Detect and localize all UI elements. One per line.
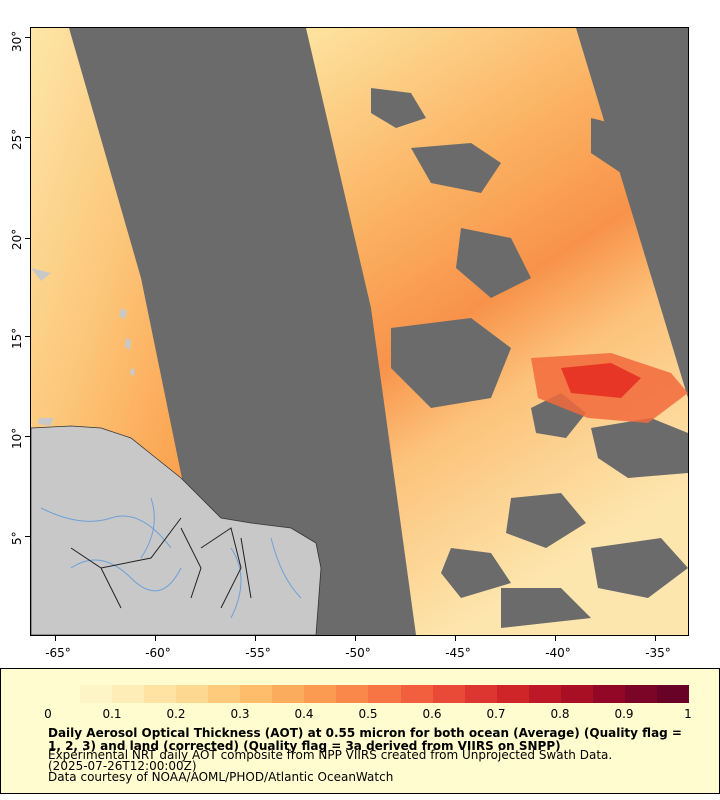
colorbar-tick-label: 0 <box>44 707 52 721</box>
x-axis-label: -50° <box>345 646 371 660</box>
colorbar-swatch <box>528 685 561 703</box>
colorbar-swatch <box>624 685 657 703</box>
legend-credit-line: Data courtesy of NOAA/AOML/PHOD/Atlantic… <box>48 770 394 784</box>
cloud-gaps <box>371 88 688 628</box>
x-axis-label: -40° <box>545 646 571 660</box>
x-tick <box>655 636 656 641</box>
colorbar-swatch <box>176 685 209 703</box>
y-axis-label: 15° <box>10 327 24 349</box>
legend-title: Daily Aerosol Optical Thickness (AOT) at… <box>48 726 682 753</box>
colorbar-tick-label: 0.4 <box>294 707 314 721</box>
x-axis-label: -55° <box>245 646 271 660</box>
y-tick <box>25 336 30 337</box>
colorbar-swatch <box>368 685 401 703</box>
aot-peak <box>561 363 641 398</box>
colorbar-swatch <box>48 685 81 703</box>
colorbar-tick-label: 0.2 <box>166 707 186 721</box>
left-swath-aot <box>31 28 186 498</box>
y-axis-label: 30° <box>10 30 24 52</box>
aot-map <box>31 28 688 635</box>
x-axis-label: -60° <box>145 646 171 660</box>
map-panel <box>30 27 689 636</box>
x-tick <box>55 636 56 641</box>
x-tick <box>455 636 456 641</box>
x-axis-label: -35° <box>645 646 671 660</box>
colorbar-swatch <box>592 685 625 703</box>
colorbar-swatch <box>112 685 145 703</box>
colorbar-swatch <box>400 685 433 703</box>
legend-panel: 0 0.1 0.2 0.3 0.4 0.5 0.6 0.7 0.8 0.9 1 … <box>0 668 720 794</box>
colorbar-swatch <box>560 685 593 703</box>
y-tick <box>25 536 30 537</box>
colorbar-swatch <box>304 685 337 703</box>
x-tick <box>355 636 356 641</box>
colorbar-swatch <box>240 685 273 703</box>
colorbar-swatch <box>272 685 305 703</box>
y-axis-label: 25° <box>10 128 24 150</box>
colorbar <box>48 685 689 703</box>
x-axis-label: -45° <box>445 646 471 660</box>
right-swath-aot <box>306 28 688 635</box>
legend-date-line: (2025-07-26T12:00:00Z) <box>48 759 197 773</box>
colorbar-tick-label: 0.5 <box>358 707 378 721</box>
y-axis-label: 5° <box>10 531 24 545</box>
y-axis-label: 10° <box>10 427 24 449</box>
y-axis-label: 20° <box>10 228 24 250</box>
y-tick <box>25 37 30 38</box>
colorbar-tick-label: 0.3 <box>230 707 250 721</box>
x-tick <box>255 636 256 641</box>
colorbar-swatch <box>656 685 689 703</box>
colorbar-swatch <box>208 685 241 703</box>
colorbar-swatch <box>464 685 497 703</box>
colorbar-tick-label: 0.8 <box>550 707 570 721</box>
y-tick <box>25 436 30 437</box>
colorbar-swatch <box>80 685 113 703</box>
colorbar-tick-label: 0.7 <box>486 707 506 721</box>
x-tick <box>555 636 556 641</box>
rivers <box>40 497 302 619</box>
x-axis-label: -65° <box>45 646 71 660</box>
colorbar-tick-label: 0.6 <box>422 707 442 721</box>
colorbar-tick-label: 0.1 <box>102 707 122 721</box>
colorbar-swatch <box>336 685 369 703</box>
borders <box>70 517 252 609</box>
colorbar-swatch <box>432 685 465 703</box>
legend-source-line: Experimental NRT daily AOT composite fro… <box>48 748 613 762</box>
x-tick <box>155 636 156 641</box>
colorbar-swatch <box>144 685 177 703</box>
y-tick <box>25 137 30 138</box>
colorbar-swatch <box>496 685 529 703</box>
colorbar-tick-label: 1 <box>684 707 692 721</box>
colorbar-tick-label: 0.9 <box>614 707 634 721</box>
y-tick <box>25 238 30 239</box>
